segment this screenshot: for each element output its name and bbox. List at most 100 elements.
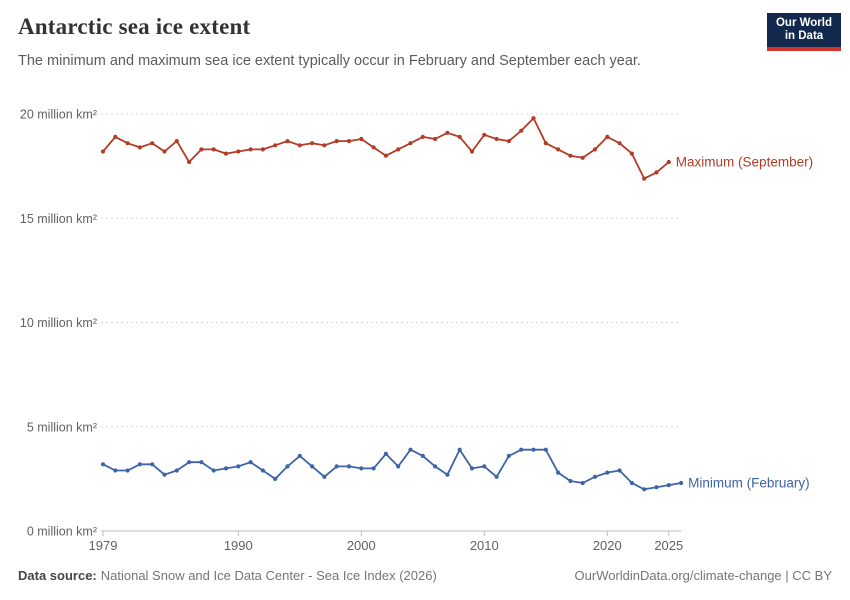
data-point[interactable] xyxy=(223,151,229,156)
data-point[interactable] xyxy=(310,141,315,146)
data-point[interactable] xyxy=(642,487,647,492)
data-point[interactable] xyxy=(469,466,475,471)
credit-link[interactable]: OurWorldinData.org/climate-change | CC B… xyxy=(574,568,832,583)
data-point[interactable] xyxy=(359,136,364,142)
data-point[interactable] xyxy=(568,478,573,484)
data-point[interactable] xyxy=(187,460,192,465)
data-point[interactable] xyxy=(248,147,253,152)
data-point[interactable] xyxy=(383,153,388,158)
data-point[interactable] xyxy=(199,460,204,465)
data-point[interactable] xyxy=(334,464,339,469)
data-point[interactable] xyxy=(285,139,290,144)
data-point[interactable] xyxy=(469,149,475,154)
data-point[interactable] xyxy=(162,149,167,154)
data-point[interactable] xyxy=(297,143,302,148)
data-point[interactable] xyxy=(679,480,684,486)
data-point[interactable] xyxy=(519,447,524,452)
data-point[interactable] xyxy=(420,453,425,458)
data-point[interactable] xyxy=(113,134,118,139)
data-point[interactable] xyxy=(519,128,524,133)
data-point[interactable] xyxy=(137,462,142,467)
data-point[interactable] xyxy=(420,134,425,139)
data-point[interactable] xyxy=(273,476,278,481)
data-point[interactable] xyxy=(654,170,659,175)
data-point[interactable] xyxy=(211,468,216,473)
data-point[interactable] xyxy=(371,145,376,150)
data-point[interactable] xyxy=(248,460,253,465)
data-point[interactable] xyxy=(629,151,635,156)
data-point[interactable] xyxy=(543,141,548,146)
data-point[interactable] xyxy=(150,141,155,146)
data-point[interactable] xyxy=(346,464,352,469)
data-point[interactable] xyxy=(260,147,265,152)
data-point[interactable] xyxy=(334,139,339,144)
data-point[interactable] xyxy=(174,468,179,473)
data-point[interactable] xyxy=(445,130,450,135)
data-point[interactable] xyxy=(482,464,487,469)
data-point[interactable] xyxy=(605,134,610,139)
data-point[interactable] xyxy=(162,472,167,477)
data-point[interactable] xyxy=(383,451,388,456)
data-point[interactable] xyxy=(174,139,179,144)
data-point[interactable] xyxy=(605,470,610,475)
data-point[interactable] xyxy=(457,134,462,139)
data-point[interactable] xyxy=(531,116,536,121)
data-point[interactable] xyxy=(666,159,671,165)
data-point[interactable] xyxy=(260,468,265,473)
data-point[interactable] xyxy=(433,464,438,469)
data-point[interactable] xyxy=(629,480,635,486)
data-point[interactable] xyxy=(506,139,511,144)
data-point[interactable] xyxy=(396,147,401,152)
data-point[interactable] xyxy=(543,447,548,452)
data-point[interactable] xyxy=(100,462,106,467)
data-point[interactable] xyxy=(346,139,352,144)
data-point[interactable] xyxy=(125,468,130,473)
data-point[interactable] xyxy=(506,453,511,458)
data-point[interactable] xyxy=(617,468,622,473)
data-point[interactable] xyxy=(322,143,327,148)
data-point[interactable] xyxy=(273,143,278,148)
data-point[interactable] xyxy=(445,472,450,477)
owid-logo[interactable]: Our World in Data xyxy=(767,13,841,51)
data-point[interactable] xyxy=(531,447,536,452)
data-point[interactable] xyxy=(100,149,106,154)
data-point[interactable] xyxy=(592,474,598,479)
data-point[interactable] xyxy=(125,141,130,146)
data-point[interactable] xyxy=(371,466,376,471)
data-point[interactable] xyxy=(457,447,462,452)
data-point[interactable] xyxy=(666,483,671,488)
data-point[interactable] xyxy=(297,453,302,458)
data-point[interactable] xyxy=(236,464,241,469)
data-point[interactable] xyxy=(654,485,659,490)
data-point[interactable] xyxy=(223,466,229,471)
data-point[interactable] xyxy=(580,155,585,160)
data-point[interactable] xyxy=(310,464,315,469)
data-point[interactable] xyxy=(433,136,438,142)
data-point[interactable] xyxy=(642,176,647,181)
data-point[interactable] xyxy=(494,474,499,479)
data-point[interactable] xyxy=(113,468,118,473)
legend-maximum-label[interactable]: Maximum (September) xyxy=(676,154,813,169)
data-point[interactable] xyxy=(568,153,573,158)
data-point[interactable] xyxy=(285,464,290,469)
data-point[interactable] xyxy=(137,145,142,150)
data-point[interactable] xyxy=(580,480,585,486)
data-point[interactable] xyxy=(482,132,487,137)
data-point[interactable] xyxy=(556,470,561,475)
data-point[interactable] xyxy=(187,159,192,165)
data-point[interactable] xyxy=(150,462,155,467)
data-point[interactable] xyxy=(396,464,401,469)
data-point[interactable] xyxy=(408,447,413,452)
data-point[interactable] xyxy=(236,149,241,154)
data-point[interactable] xyxy=(322,474,327,479)
data-point[interactable] xyxy=(211,147,216,152)
data-point[interactable] xyxy=(494,136,499,142)
legend-minimum-label[interactable]: Minimum (February) xyxy=(688,476,810,491)
data-point[interactable] xyxy=(556,147,561,152)
data-point[interactable] xyxy=(592,147,598,152)
data-point[interactable] xyxy=(408,141,413,146)
data-point[interactable] xyxy=(359,466,364,471)
data-point[interactable] xyxy=(617,141,622,146)
data-point[interactable] xyxy=(199,147,204,152)
